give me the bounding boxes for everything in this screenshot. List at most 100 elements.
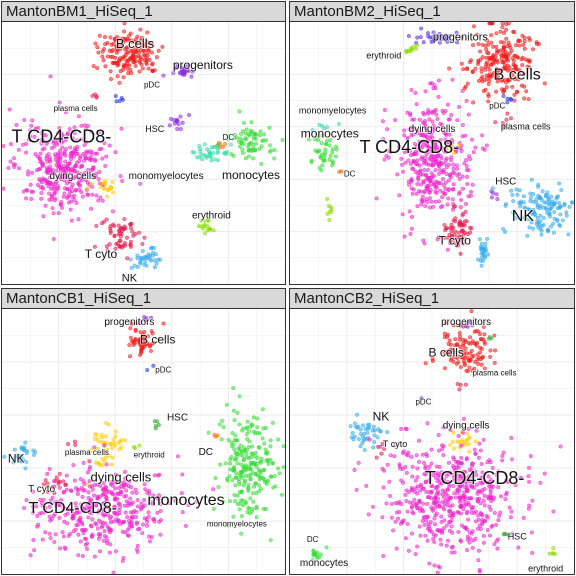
data-point	[487, 504, 492, 509]
cluster-label: HSC	[167, 412, 188, 423]
data-point	[126, 58, 131, 63]
data-point	[124, 482, 129, 487]
data-point	[180, 472, 185, 477]
data-point	[464, 442, 469, 447]
data-point	[232, 418, 237, 423]
data-point	[79, 123, 84, 128]
data-point	[491, 44, 496, 49]
data-point	[92, 493, 97, 498]
data-point	[455, 356, 460, 361]
data-point	[511, 29, 516, 34]
data-point	[421, 110, 426, 115]
data-point	[14, 122, 19, 127]
data-point	[425, 538, 430, 543]
data-point	[97, 549, 102, 554]
data-point	[445, 247, 450, 252]
data-point	[113, 36, 118, 41]
data-point	[371, 424, 376, 429]
data-point	[117, 439, 122, 444]
data-point	[478, 357, 483, 362]
data-point	[73, 442, 78, 447]
data-point	[89, 181, 94, 186]
data-point	[220, 418, 225, 423]
cluster-label: plasma cells	[472, 368, 516, 377]
data-point	[58, 202, 63, 207]
data-point	[438, 188, 443, 193]
data-point	[70, 516, 75, 521]
cluster-b-cells	[447, 22, 547, 105]
data-point	[24, 196, 29, 201]
data-point	[202, 142, 207, 147]
data-point	[281, 465, 285, 470]
data-point	[435, 116, 440, 121]
data-point	[6, 165, 11, 170]
cluster-nk	[2, 440, 38, 471]
data-point	[520, 215, 525, 220]
data-point	[272, 147, 277, 152]
data-point	[406, 34, 411, 39]
data-point	[319, 141, 324, 146]
data-point	[509, 97, 514, 102]
data-point	[116, 501, 121, 506]
data-point	[155, 510, 160, 515]
data-point	[238, 443, 243, 448]
data-point	[501, 93, 506, 98]
data-point	[240, 138, 245, 143]
data-point	[494, 539, 499, 544]
data-point	[56, 501, 61, 506]
data-point	[92, 482, 97, 487]
data-point	[215, 433, 220, 438]
data-point	[90, 167, 95, 172]
data-point	[476, 548, 481, 553]
data-point	[436, 180, 441, 185]
data-point	[336, 121, 341, 126]
data-point	[190, 150, 195, 155]
data-point	[243, 131, 248, 136]
data-point	[236, 446, 241, 451]
data-point	[473, 439, 478, 444]
data-point	[245, 510, 250, 515]
data-point	[356, 460, 361, 465]
data-point	[89, 206, 94, 211]
data-point	[251, 136, 256, 141]
data-point	[102, 34, 107, 39]
data-point	[239, 462, 244, 467]
data-point	[110, 209, 115, 214]
data-point	[470, 43, 475, 48]
data-point	[429, 483, 434, 488]
data-point	[178, 127, 183, 132]
cluster-label: erythroid	[528, 563, 563, 573]
data-point	[418, 488, 423, 493]
data-point	[427, 117, 432, 122]
data-point	[89, 149, 94, 154]
data-point	[439, 514, 444, 519]
data-point	[558, 204, 563, 209]
data-point	[86, 167, 91, 172]
data-point	[142, 329, 147, 334]
data-point	[79, 520, 84, 525]
data-point	[472, 510, 477, 515]
data-point	[414, 161, 419, 166]
data-point	[107, 550, 112, 555]
data-point	[488, 74, 493, 79]
data-point	[30, 118, 35, 123]
data-point	[421, 120, 426, 125]
data-point	[92, 92, 97, 97]
data-point	[554, 196, 559, 201]
data-point	[128, 67, 133, 72]
data-point	[425, 150, 430, 155]
data-point	[105, 541, 110, 546]
data-point	[447, 508, 452, 513]
data-point	[454, 163, 459, 168]
data-point	[110, 180, 115, 185]
data-point	[145, 30, 150, 35]
data-point	[407, 209, 412, 214]
data-point	[504, 36, 509, 41]
data-point	[470, 483, 475, 488]
data-point	[486, 92, 491, 97]
data-point	[468, 335, 473, 340]
data-point	[443, 321, 448, 326]
data-point	[403, 492, 408, 497]
data-point	[449, 524, 454, 529]
data-point	[478, 448, 483, 453]
